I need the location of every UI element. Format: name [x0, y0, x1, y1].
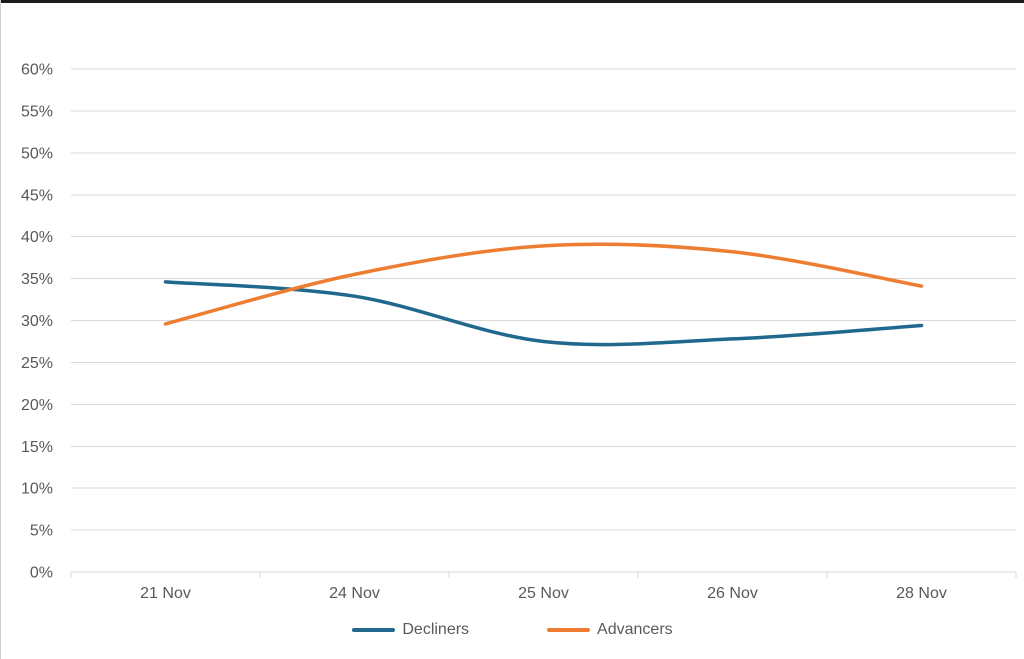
y-axis-tick-label: 45% [21, 187, 53, 204]
legend-item-advancers[interactable]: Advancers [547, 621, 673, 639]
legend-item-decliners[interactable]: Decliners [352, 621, 469, 639]
series-line-advancers [163, 242, 924, 326]
legend-swatch-decliners [352, 628, 396, 632]
x-axis-tick-label: 28 Nov [896, 585, 947, 602]
x-axis-tick-label: 21 Nov [140, 585, 191, 602]
y-axis-tick-label: 60% [21, 62, 53, 79]
y-axis-tick-label: 40% [21, 229, 53, 246]
x-axis-tick-label: 25 Nov [518, 585, 569, 602]
chart-legend: Decliners Advancers [1, 621, 1024, 639]
y-axis-tick-label: 50% [21, 145, 53, 162]
y-axis-tick-label: 5% [30, 523, 53, 540]
window-top-edge [1, 0, 1024, 3]
legend-label-decliners: Decliners [402, 621, 470, 638]
y-axis-tick-label: 35% [21, 271, 53, 288]
x-axis-tick-label: 24 Nov [329, 585, 380, 602]
y-axis-tick-label: 10% [21, 481, 53, 498]
y-axis-tick-label: 25% [21, 355, 53, 372]
x-axis-tick-label: 26 Nov [707, 585, 758, 602]
y-axis-tick-label: 15% [21, 439, 53, 456]
y-axis-tick-label: 55% [21, 103, 53, 120]
y-axis-tick-label: 0% [30, 565, 53, 582]
legend-label-advancers: Advancers [597, 621, 673, 638]
legend-swatch-advancers [547, 628, 591, 632]
y-axis-tick-label: 30% [21, 313, 53, 330]
y-axis-tick-label: 20% [21, 397, 53, 414]
